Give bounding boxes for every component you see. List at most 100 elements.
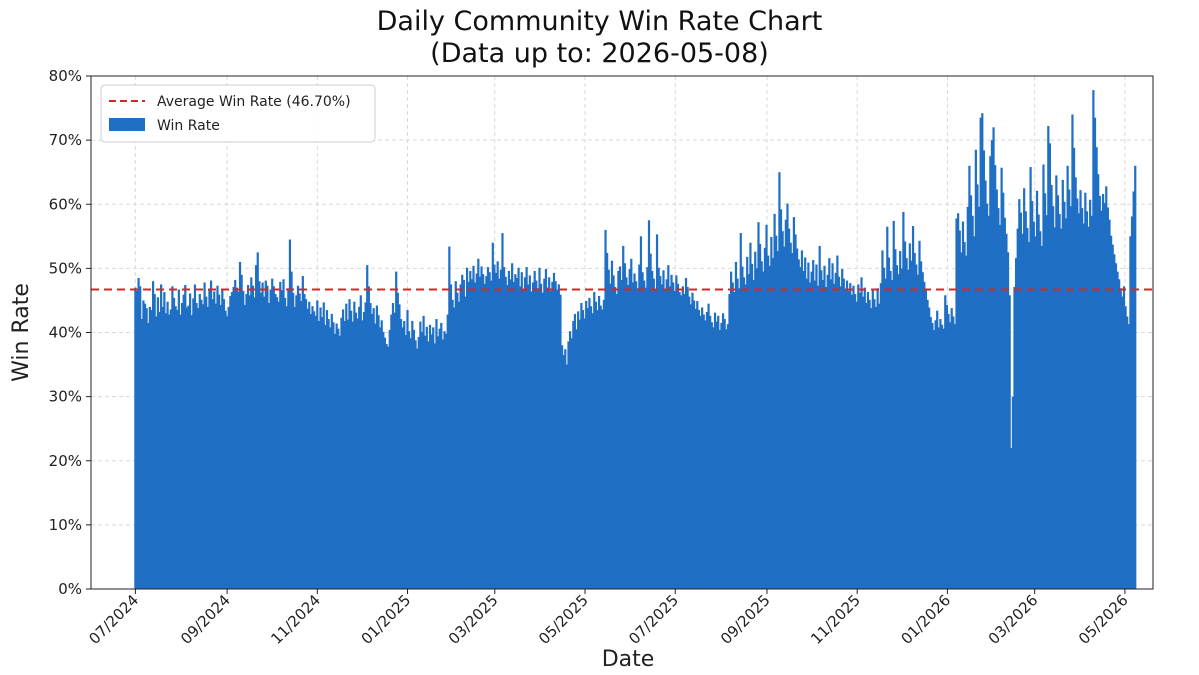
win-rate-bar xyxy=(424,335,427,589)
win-rate-bar xyxy=(692,300,696,589)
win-rate-bar xyxy=(683,294,686,589)
win-rate-bar xyxy=(237,291,240,589)
win-rate-bar xyxy=(417,336,420,589)
win-rate-bar xyxy=(841,269,844,589)
win-rate-bar xyxy=(644,287,647,589)
win-rate-bar xyxy=(1013,286,1016,589)
win-rate-bar xyxy=(261,282,264,589)
win-rate-bar xyxy=(1047,126,1050,589)
win-rate-bar xyxy=(892,220,895,590)
win-rate-bar xyxy=(140,319,143,589)
win-rate-bar xyxy=(169,309,172,589)
win-rate-bar xyxy=(1045,215,1048,589)
win-rate-bar xyxy=(350,310,353,589)
win-rate-bar xyxy=(895,265,899,589)
win-rate-bar xyxy=(1066,165,1069,589)
win-rate-bar xyxy=(762,271,765,589)
win-rate-bar xyxy=(361,320,364,589)
win-rate-bar xyxy=(195,303,198,589)
win-rate-bar xyxy=(899,251,902,589)
win-rate-bar xyxy=(876,288,879,589)
win-rate-bar xyxy=(874,306,878,589)
win-rate-bar xyxy=(1037,214,1040,589)
win-rate-bar xyxy=(288,239,292,590)
win-rate-bar xyxy=(461,274,464,589)
win-rate-bar xyxy=(494,272,498,589)
win-rate-bar xyxy=(855,301,858,589)
win-rate-bar xyxy=(1081,208,1084,589)
win-rate-bar xyxy=(322,302,325,589)
win-rate-bar xyxy=(903,241,907,589)
win-rate-bar xyxy=(445,333,448,589)
win-rate-bar xyxy=(142,300,145,589)
win-rate-bar xyxy=(264,280,267,589)
win-rate-bar xyxy=(303,294,306,589)
win-rate-bar xyxy=(937,327,940,589)
win-rate-bar xyxy=(977,206,981,589)
win-rate-bar xyxy=(707,303,710,589)
win-rate-bar xyxy=(240,274,243,589)
win-rate-bar xyxy=(377,315,380,589)
win-rate-bar xyxy=(422,315,425,589)
win-rate-bar xyxy=(1063,201,1066,589)
win-rate-bar xyxy=(502,267,506,589)
win-rate-bar xyxy=(736,278,739,589)
win-rate-bar xyxy=(245,294,248,589)
win-rate-bar xyxy=(825,286,828,589)
win-rate-bar xyxy=(411,320,414,589)
win-rate-bar xyxy=(757,222,760,589)
win-rate-bar xyxy=(354,312,358,589)
win-rate-bar xyxy=(768,265,771,589)
win-rate-bar xyxy=(546,287,549,589)
win-rate-bar xyxy=(820,270,823,589)
x-tick-label: 05/2025 xyxy=(535,591,592,648)
win-rate-bar xyxy=(325,310,329,589)
win-rate-bar xyxy=(913,252,916,590)
win-rate-bar xyxy=(749,242,752,589)
win-rate-bar xyxy=(1103,202,1106,589)
win-rate-bar xyxy=(1097,174,1100,589)
win-rate-bar xyxy=(393,312,396,589)
win-rate-bar xyxy=(662,270,665,589)
win-rate-bar xyxy=(504,276,507,589)
win-rate-bar xyxy=(813,280,816,589)
win-rate-bar xyxy=(238,261,242,589)
win-rate-bar xyxy=(702,314,705,589)
win-rate-bar xyxy=(548,277,551,589)
win-rate-bar xyxy=(383,337,387,589)
win-rate-bar xyxy=(697,310,701,589)
win-rate-bar xyxy=(575,329,578,589)
win-rate-bar xyxy=(314,315,317,589)
win-rate-bar xyxy=(279,281,282,589)
win-rate-bar xyxy=(663,290,667,589)
y-tick-label: 10% xyxy=(49,516,82,534)
win-rate-bar xyxy=(676,283,680,589)
win-rate-bar xyxy=(250,277,253,589)
win-rate-bar xyxy=(921,272,924,589)
win-rate-bar xyxy=(511,263,514,589)
win-rate-bar xyxy=(958,230,961,589)
win-rate-bar xyxy=(1119,288,1122,589)
y-tick-label: 50% xyxy=(49,259,82,277)
chart-title-block: Daily Community Win Rate Chart (Data up … xyxy=(0,6,1199,70)
win-rate-bar xyxy=(538,267,541,589)
win-rate-bar xyxy=(512,281,515,589)
win-rate-bar xyxy=(324,324,327,589)
win-rate-bar xyxy=(1087,226,1090,589)
win-rate-bar xyxy=(147,322,150,589)
win-rate-bar xyxy=(427,341,430,589)
win-rate-bar xyxy=(948,322,952,589)
win-rate-bar xyxy=(858,292,862,589)
win-rate-bar xyxy=(586,308,589,589)
win-rate-bar xyxy=(815,264,818,589)
win-rate-bar xyxy=(1058,213,1061,589)
win-rate-bar xyxy=(382,331,385,589)
win-rate-bar xyxy=(986,203,989,589)
win-rate-bar xyxy=(963,242,966,590)
win-rate-bar xyxy=(432,327,435,589)
win-rate-bar xyxy=(1018,199,1021,589)
x-tick-label: 01/2025 xyxy=(358,591,415,648)
win-rate-bar xyxy=(211,299,214,589)
win-rate-bar xyxy=(528,275,531,589)
win-rate-bar xyxy=(765,224,768,589)
